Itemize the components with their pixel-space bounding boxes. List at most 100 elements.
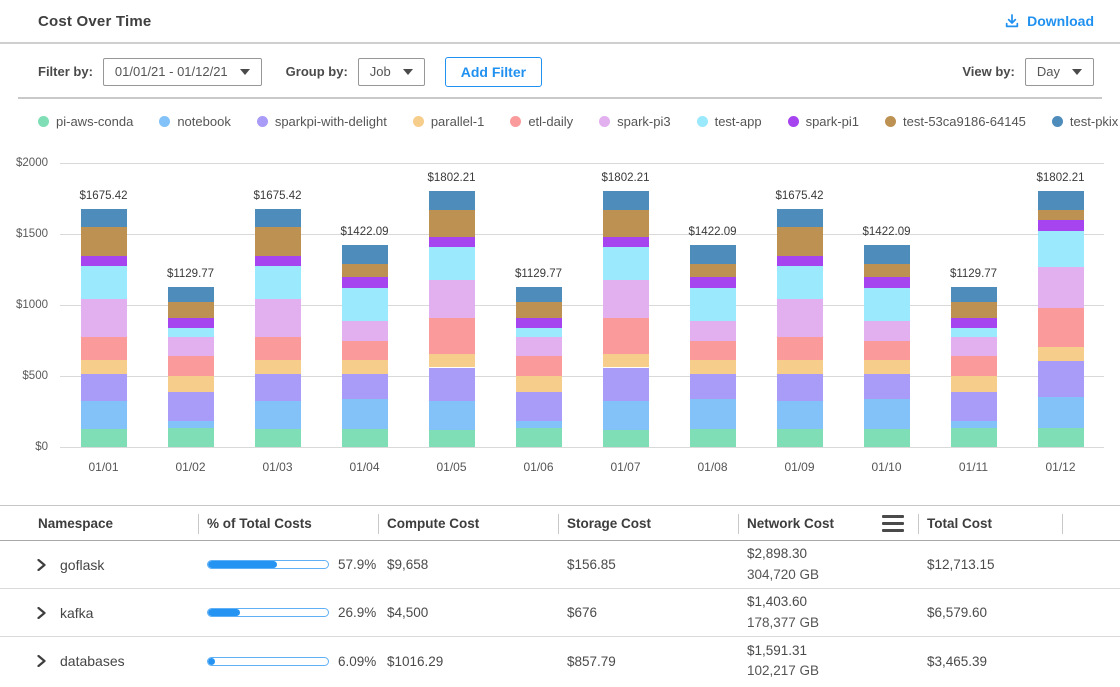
legend-item[interactable]: etl-daily: [510, 114, 573, 129]
bar-segment-spark-pi3: [689, 320, 736, 342]
stacked-bar[interactable]: [1037, 163, 1084, 447]
x-axis-tick-label: 01/07: [610, 460, 641, 474]
namespace-cell[interactable]: databases: [0, 653, 198, 669]
column-header-2[interactable]: Compute Cost: [378, 516, 558, 531]
bar-segment-spark-pi3: [776, 299, 823, 337]
date-range-value: 01/01/21 - 01/12/21: [114, 64, 228, 79]
bar-segment-test-pkix: [80, 209, 127, 228]
namespace-label: goflask: [60, 556, 105, 573]
column-header-1[interactable]: % of Total Costs: [198, 516, 378, 531]
bar-segment-notebook: [776, 400, 823, 429]
bar-segment-spark-pi1: [515, 318, 562, 328]
bar-total-label: $1675.42: [79, 190, 128, 203]
column-menu-icon[interactable]: [880, 513, 906, 534]
chevron-right-icon[interactable]: [36, 606, 47, 619]
legend-item[interactable]: test-pkix: [1051, 113, 1119, 129]
bar-segment-test-pkix: [950, 286, 997, 302]
bar-segment-spark-pi1: [689, 276, 736, 288]
table-row: kafka 26.9% $4,500 $676 $1,403.60 178,377 GB $…: [0, 589, 1120, 637]
bar-segment-test-53ca9186-64145: [341, 263, 388, 277]
bar-segment-etl-daily: [254, 336, 301, 360]
legend-item[interactable]: test-app: [696, 114, 762, 129]
bar-segment-etl-daily: [80, 336, 127, 360]
bar-segment-notebook: [254, 400, 301, 429]
add-filter-button[interactable]: Add Filter: [444, 56, 543, 87]
column-divider: [918, 514, 919, 534]
date-range-select[interactable]: 01/01/21 - 01/12/21: [102, 57, 262, 86]
bar-segment-test-53ca9186-64145: [863, 263, 910, 277]
column-header-0[interactable]: Namespace: [0, 516, 198, 531]
stacked-bar[interactable]: [602, 163, 649, 447]
bar-segment-spark-pi1: [602, 236, 649, 248]
stacked-bar[interactable]: [515, 163, 562, 447]
stacked-bar[interactable]: [689, 163, 736, 447]
bar-segment-spark-pi1: [80, 255, 127, 267]
bar-segment-sparkpi-with-delight: [428, 367, 475, 401]
bar-segment-pi-aws-conda: [167, 427, 214, 447]
group-by-select[interactable]: Job: [357, 57, 425, 86]
network-gb-value: 304,720 GB: [747, 566, 820, 582]
bar-segment-test-53ca9186-64145: [950, 301, 997, 319]
pct-total-cell: 6.09%: [198, 654, 378, 669]
storage-cost-cell: $857.79: [567, 653, 616, 669]
bar-segment-test-pkix: [689, 245, 736, 264]
bar-segment-etl-daily: [863, 341, 910, 360]
bar-segment-etl-daily: [167, 356, 214, 377]
column-divider: [558, 514, 559, 534]
bar-total-label: $1422.09: [862, 226, 911, 239]
legend-item-label: notebook: [177, 113, 231, 129]
bar-segment-test-pkix: [428, 191, 475, 211]
bar-slot: $1422.09 01/08: [669, 163, 756, 474]
bar-segment-spark-pi3: [515, 337, 562, 357]
view-by-value: Day: [1036, 64, 1060, 79]
legend-item-label: test-pkix: [1069, 113, 1119, 129]
legend-item[interactable]: notebook: [159, 114, 231, 129]
pct-progress-bar: [207, 656, 329, 666]
bar-segment-notebook: [167, 421, 214, 428]
x-axis-tick-label: 01/06: [523, 460, 554, 474]
column-header-4[interactable]: Network Cost: [738, 513, 918, 534]
bar-segment-test-app: [863, 287, 910, 321]
pct-progress-bar: [207, 560, 329, 569]
bar-segment-spark-pi3: [341, 320, 388, 342]
x-axis-tick-label: 01/04: [349, 460, 380, 474]
stacked-bar[interactable]: [80, 163, 127, 447]
stacked-bar[interactable]: [776, 163, 823, 447]
column-divider: [738, 514, 739, 534]
namespace-cell[interactable]: kafka: [0, 605, 198, 621]
stacked-bar[interactable]: [341, 163, 388, 447]
legend-item[interactable]: spark-pi1: [787, 114, 859, 129]
column-divider: [1062, 514, 1063, 534]
legend-item[interactable]: pi-aws-conda: [38, 114, 133, 129]
bar-segment-sparkpi-with-delight: [341, 373, 388, 399]
chevron-right-icon[interactable]: [36, 655, 47, 667]
legend-item[interactable]: test-53ca9186-64145: [885, 114, 1026, 129]
bar-segment-test-app: [254, 266, 301, 300]
namespace-cell[interactable]: goflask: [0, 557, 198, 573]
stacked-bar[interactable]: [167, 163, 214, 447]
stacked-bar[interactable]: [428, 163, 475, 447]
network-gb-value: 102,217 GB: [747, 663, 820, 678]
bar-segment-spark-pi3: [602, 280, 649, 319]
pct-progress-bar: [207, 608, 329, 617]
legend-item-label: etl-daily: [528, 113, 574, 129]
download-button[interactable]: Download: [1004, 13, 1094, 29]
legend-item[interactable]: spark-pi3: [599, 114, 671, 129]
stacked-bar[interactable]: [254, 163, 301, 447]
column-header-3[interactable]: Storage Cost: [558, 516, 738, 531]
stacked-bar[interactable]: [863, 163, 910, 447]
column-header-5[interactable]: Total Cost: [918, 516, 1120, 531]
storage-cost-cell: $676: [567, 605, 598, 620]
legend-item[interactable]: sparkpi-with-delight: [256, 114, 387, 129]
column-header-label: % of Total Costs: [207, 515, 312, 531]
bar-segment-test-53ca9186-64145: [776, 227, 823, 256]
view-by-select[interactable]: Day: [1024, 57, 1094, 86]
download-icon: [1004, 13, 1020, 29]
bar-segment-test-53ca9186-64145: [515, 301, 562, 319]
bar-segment-etl-daily: [689, 341, 736, 360]
x-axis-tick-label: 01/02: [175, 460, 206, 474]
column-divider: [378, 514, 379, 534]
chevron-right-icon[interactable]: [36, 558, 47, 571]
stacked-bar[interactable]: [950, 163, 997, 447]
legend-item[interactable]: parallel-1: [412, 114, 484, 129]
